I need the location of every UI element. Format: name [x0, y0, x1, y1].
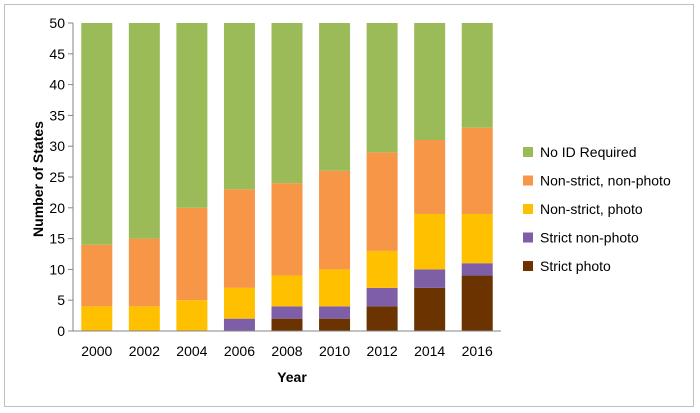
- y-tick-label: 30: [49, 138, 65, 154]
- bar-segment: [223, 318, 255, 331]
- y-tick-label: 25: [49, 169, 65, 185]
- x-tick-label: 2004: [176, 343, 207, 359]
- legend-label: No ID Required: [540, 144, 637, 160]
- legend: No ID Required Non-strict, non-photo Non-s…: [523, 144, 671, 274]
- bar-segment: [461, 275, 493, 331]
- bar-segment: [461, 263, 493, 276]
- x-tick-label: 2006: [224, 343, 255, 359]
- bar-segment: [271, 183, 303, 276]
- bar-segment: [271, 306, 303, 319]
- bar-segment: [128, 23, 160, 239]
- x-tick-label: 2000: [81, 343, 112, 359]
- bar-segment: [223, 287, 255, 319]
- y-axis-title: Number of States: [30, 121, 46, 237]
- bar-segment: [366, 287, 398, 307]
- y-tick-label: 35: [49, 107, 65, 123]
- bar-segment: [414, 269, 446, 288]
- x-tick-label: 2012: [367, 343, 398, 359]
- bar-segment: [81, 23, 113, 245]
- bar-segment: [319, 269, 351, 307]
- bar-segment: [271, 275, 303, 307]
- legend-swatch: [523, 204, 533, 214]
- legend-swatch: [523, 261, 533, 271]
- bar-segment: [128, 238, 160, 307]
- bar-segment: [366, 23, 398, 153]
- y-tick-label: 0: [57, 323, 65, 339]
- y-tick-label: 40: [49, 77, 65, 93]
- bar-segment: [366, 152, 398, 251]
- bar-segment: [366, 250, 398, 288]
- bar-segment: [319, 23, 351, 171]
- bar-segment: [271, 23, 303, 184]
- bar-segment: [128, 306, 160, 331]
- bar-segment: [319, 170, 351, 270]
- y-tick-label: 20: [49, 200, 65, 216]
- legend-label: Strict photo: [540, 258, 611, 274]
- chart-frame: Number of States Year 0 5 10 15 20 25 30 35 40 45…: [4, 4, 694, 407]
- bar-segment: [319, 306, 351, 319]
- y-tick-label: 10: [49, 261, 65, 277]
- bar-segment: [81, 244, 113, 307]
- legend-label: Strict non-photo: [540, 230, 639, 246]
- y-tick-label: 45: [49, 46, 65, 62]
- bar-segment: [176, 23, 208, 208]
- bar-segment: [414, 287, 446, 331]
- legend-swatch: [523, 175, 533, 186]
- x-tick-label: 2008: [271, 343, 302, 359]
- bar-segment: [414, 23, 446, 141]
- bar-segment: [223, 189, 255, 288]
- bar-segment: [271, 318, 303, 331]
- x-axis-title: Year: [277, 369, 307, 385]
- stacked-bar-chart: Number of States Year 0 5 10 15 20 25 30 35 40 45…: [30, 15, 671, 385]
- bar-segment: [81, 306, 113, 331]
- x-tick-label: 2014: [414, 343, 445, 359]
- legend-swatch: [523, 147, 533, 157]
- y-tick-label: 5: [57, 292, 65, 308]
- bar-segment: [414, 140, 446, 214]
- y-tick-label: 50: [49, 15, 65, 31]
- bar-segment: [461, 127, 493, 214]
- y-tick-label: 15: [49, 231, 65, 247]
- bar-segment: [461, 23, 493, 128]
- bar-segment: [176, 207, 208, 301]
- legend-swatch: [523, 232, 533, 243]
- bar-segment: [223, 23, 255, 190]
- bar-segment: [414, 213, 446, 270]
- bar-segment: [366, 306, 398, 331]
- legend-label: Non-strict, non-photo: [540, 173, 671, 189]
- bar-segment: [319, 318, 351, 331]
- plot-area: 0 5 10 15 20 25 30 35 40 45 50 2000 2002 2004 2006 2008…: [49, 15, 501, 359]
- x-tick-label: 2002: [129, 343, 160, 359]
- bar-segment: [176, 300, 208, 331]
- bar-segment: [461, 213, 493, 264]
- legend-label: Non-strict, photo: [540, 201, 643, 217]
- x-tick-label: 2016: [462, 343, 493, 359]
- x-tick-label: 2010: [319, 343, 350, 359]
